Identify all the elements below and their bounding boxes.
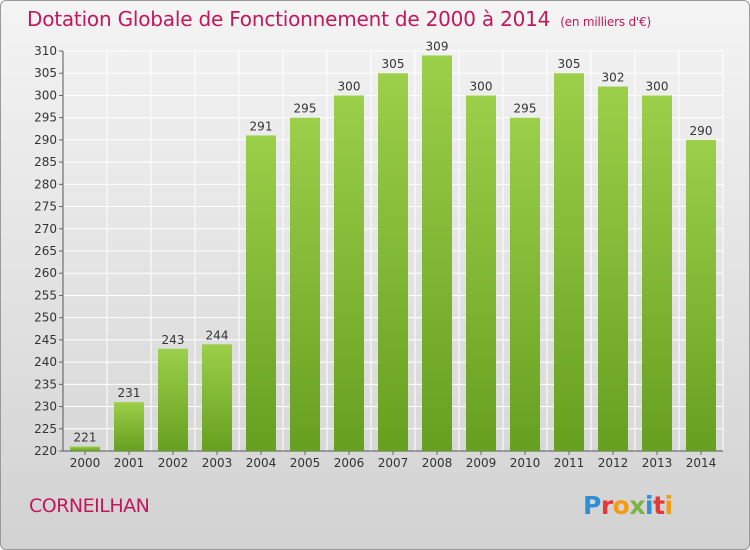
y-tick-label: 225 xyxy=(34,422,57,436)
y-tick-label: 290 xyxy=(34,133,57,147)
data-label-2001: 231 xyxy=(118,386,141,400)
commune-name: CORNEILHAN xyxy=(29,495,150,517)
x-tick-label-2001: 2001 xyxy=(114,456,145,470)
y-tick-label: 220 xyxy=(34,444,57,458)
chart-title-text: Dotation Globale de Fonctionnement de 20… xyxy=(27,7,551,31)
proxiti-logo: Proxiti xyxy=(583,491,673,520)
y-tick-label: 275 xyxy=(34,200,57,214)
y-tick-label: 270 xyxy=(34,222,57,236)
bar-2008 xyxy=(422,55,452,451)
x-tick-label-2011: 2011 xyxy=(554,456,585,470)
data-label-2007: 305 xyxy=(382,57,405,71)
logo-letter: P xyxy=(583,491,601,520)
data-label-2003: 244 xyxy=(206,328,229,342)
x-tick-label-2007: 2007 xyxy=(378,456,409,470)
logo-letter: r xyxy=(600,491,613,520)
y-tick-label: 305 xyxy=(34,66,57,80)
logo-letter: t xyxy=(653,491,665,520)
x-tick-label-2014: 2014 xyxy=(686,456,717,470)
logo-letter: x xyxy=(629,491,645,520)
x-tick-label-2004: 2004 xyxy=(246,456,277,470)
data-label-2002: 243 xyxy=(162,333,185,347)
x-tick-label-2006: 2006 xyxy=(334,456,365,470)
data-label-2008: 309 xyxy=(426,39,449,53)
y-tick-label: 240 xyxy=(34,355,57,369)
y-tick-label: 250 xyxy=(34,311,57,325)
data-label-2010: 295 xyxy=(514,102,537,116)
y-tick-label: 285 xyxy=(34,155,57,169)
bar-2010 xyxy=(510,117,540,452)
bar-2003 xyxy=(202,344,232,451)
y-tick-label: 235 xyxy=(34,377,57,391)
y-tick-label: 230 xyxy=(34,400,57,414)
y-tick-label: 280 xyxy=(34,177,57,191)
bar-2004 xyxy=(246,135,276,451)
x-tick-label-2002: 2002 xyxy=(158,456,189,470)
y-tick-label: 310 xyxy=(34,44,57,58)
data-labels: 221 231 243 244 291 295 300 305 309 300 295 305 302 3… xyxy=(74,39,713,444)
bar-2007 xyxy=(378,73,408,451)
bar-2000 xyxy=(70,446,100,451)
bar-2012 xyxy=(598,86,628,452)
data-label-2009: 300 xyxy=(470,79,493,93)
x-tick-label-2010: 2010 xyxy=(510,456,541,470)
data-label-2011: 305 xyxy=(558,57,581,71)
y-tick-label: 300 xyxy=(34,88,57,102)
x-axis: 2000 2001 2002 2003 2004 2005 2006 2007 2008 2009… xyxy=(63,450,723,470)
y-tick-label: 295 xyxy=(34,111,57,125)
data-label-2013: 300 xyxy=(646,79,669,93)
bar-2013 xyxy=(642,95,672,451)
data-label-2004: 291 xyxy=(250,119,273,133)
y-tick-label: 245 xyxy=(34,333,57,347)
chart-title: Dotation Globale de Fonctionnement de 20… xyxy=(27,7,651,31)
x-tick-label-2003: 2003 xyxy=(202,456,233,470)
data-label-2014: 290 xyxy=(690,124,713,138)
y-axis: 220 225 230 235 240 245 250 255 260 265 270 275 280 2… xyxy=(34,44,64,458)
y-tick-label: 260 xyxy=(34,266,57,280)
logo-letter: i xyxy=(645,491,654,520)
data-label-2000: 221 xyxy=(74,431,97,445)
data-label-2006: 300 xyxy=(338,79,361,93)
bar-2011 xyxy=(554,73,584,451)
x-tick-label-2008: 2008 xyxy=(422,456,453,470)
bar-2005 xyxy=(290,117,320,452)
logo-letter: i xyxy=(664,491,674,520)
y-tick-label: 265 xyxy=(34,244,57,258)
x-tick-label-2013: 2013 xyxy=(642,456,673,470)
chart-subtitle: (en milliers d'€) xyxy=(560,15,651,29)
bars xyxy=(70,55,716,452)
data-label-2012: 302 xyxy=(602,71,625,85)
x-tick-label-2005: 2005 xyxy=(290,456,321,470)
bar-2009 xyxy=(466,95,496,451)
x-tick-label-2000: 2000 xyxy=(70,456,101,470)
bar-2014 xyxy=(686,139,716,451)
x-tick-label-2009: 2009 xyxy=(466,456,497,470)
logo-letter: o xyxy=(612,491,630,520)
bar-2001 xyxy=(114,402,144,451)
x-tick-label-2012: 2012 xyxy=(598,456,629,470)
bar-2002 xyxy=(158,348,188,451)
bar-2006 xyxy=(334,95,364,451)
y-tick-label: 255 xyxy=(34,288,57,302)
data-label-2005: 295 xyxy=(294,102,317,116)
